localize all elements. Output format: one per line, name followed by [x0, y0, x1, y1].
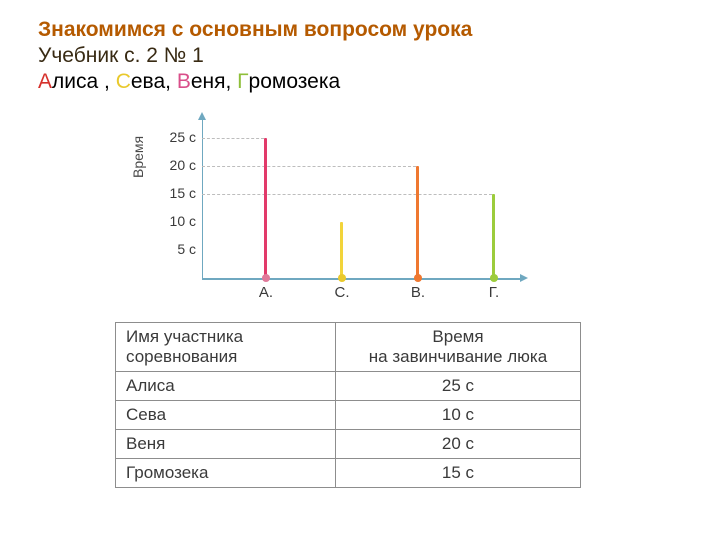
cell-time: 10 с [336, 401, 581, 430]
cell-name: Алиса [116, 372, 336, 401]
table-row: Громозека15 с [116, 459, 581, 488]
bar [264, 138, 267, 278]
x-axis [202, 278, 522, 280]
cell-name: Веня [116, 430, 336, 459]
cell-name: Громозека [116, 459, 336, 488]
y-axis-label: Время [130, 136, 146, 178]
gridline [202, 194, 492, 195]
name-rest: ромозека [249, 70, 341, 93]
x-category-label: А. [246, 284, 286, 301]
results-table: Имя участника соревнованияВремяна завинч… [115, 322, 581, 488]
time-bar-chart: Время 5 с10 с15 с20 с25 сА.С.В.Г. [150, 118, 550, 308]
bar-base-dot [262, 274, 270, 282]
cell-time: 20 с [336, 430, 581, 459]
x-category-label: В. [398, 284, 438, 301]
cell-time: 15 с [336, 459, 581, 488]
y-tick-label: 15 с [150, 185, 196, 201]
y-axis [202, 118, 203, 278]
cell-name: Сева [116, 401, 336, 430]
name-initial: Г [237, 70, 248, 93]
table-header-name: Имя участника соревнования [116, 323, 336, 372]
y-tick-label: 20 с [150, 157, 196, 173]
table-header-time: Времяна завинчивание люка [336, 323, 581, 372]
lesson-subtitle: Учебник с. 2 № 1 [38, 44, 720, 68]
bar [492, 194, 495, 278]
bar [416, 166, 419, 278]
table-row: Алиса25 с [116, 372, 581, 401]
bar-base-dot [338, 274, 346, 282]
y-tick-label: 5 с [150, 241, 196, 257]
name-rest: еня, [191, 70, 237, 93]
table-row: Сева10 с [116, 401, 581, 430]
gridline [202, 166, 416, 167]
x-axis-arrow [520, 274, 528, 282]
gridline [202, 138, 264, 139]
bar-base-dot [414, 274, 422, 282]
bar-base-dot [490, 274, 498, 282]
name-initial: А [38, 70, 52, 93]
bar [340, 222, 343, 278]
lesson-title: Знакомимся с основным вопросом урока [38, 18, 720, 42]
header-block: Знакомимся с основным вопросом урока Уче… [0, 0, 720, 94]
name-rest: лиса , [52, 70, 116, 93]
names-line: Алиса , Сева, Веня, Громозека [38, 70, 720, 94]
y-tick-label: 25 с [150, 129, 196, 145]
y-tick-label: 10 с [150, 213, 196, 229]
x-category-label: С. [322, 284, 362, 301]
name-rest: ева, [131, 70, 177, 93]
name-initial: В [177, 70, 191, 93]
table-row: Веня20 с [116, 430, 581, 459]
name-initial: С [116, 70, 131, 93]
x-category-label: Г. [474, 284, 514, 301]
cell-time: 25 с [336, 372, 581, 401]
